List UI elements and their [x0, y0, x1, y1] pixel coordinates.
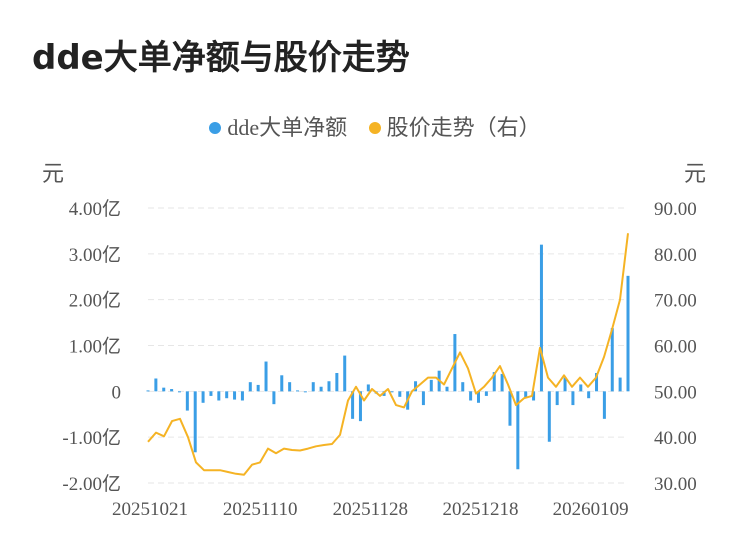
x-axis-tick-label: 20251128 [333, 499, 408, 520]
chart-title: dde大单净额与股价走势 [32, 38, 410, 78]
bar [225, 391, 229, 399]
bar [366, 384, 370, 392]
bar [146, 390, 150, 392]
bar [429, 379, 433, 392]
bar [610, 328, 614, 392]
bar [335, 373, 339, 392]
bar [618, 377, 622, 392]
bar [193, 391, 197, 453]
bar [524, 391, 528, 399]
bar [351, 391, 355, 419]
legend: dde大单净额 股价走势（右） [0, 110, 750, 142]
bar [461, 382, 465, 392]
bar [240, 391, 244, 401]
bar [343, 355, 347, 392]
right-axis-unit: 元 [684, 161, 707, 186]
legend-bar-marker [209, 121, 222, 134]
bar [303, 391, 307, 393]
bar [421, 391, 425, 406]
bar [500, 373, 504, 392]
bar [209, 391, 213, 396]
right-axis-tick-label: 70.00 [654, 291, 697, 312]
left-axis-ticks: -2.00亿 -1.00亿 0 1.00亿 2.00亿 3.00亿 4.00亿 [62, 198, 121, 495]
right-axis-tick-label: 90.00 [654, 199, 697, 220]
bar [532, 391, 536, 401]
bar [595, 373, 599, 392]
bar [201, 391, 205, 403]
bar [547, 391, 551, 442]
bar [626, 275, 630, 392]
bar [602, 391, 606, 419]
left-axis-tick-label: -1.00亿 [62, 427, 121, 449]
price-line [147, 233, 629, 476]
bar [177, 391, 181, 393]
right-axis-tick-label: 40.00 [654, 428, 697, 449]
grid-lines [148, 207, 628, 484]
left-axis-tick-label: 4.00亿 [69, 198, 121, 220]
bar [272, 391, 276, 405]
x-axis-ticks: 20251021 20251110 20251128 20251218 20260109 [112, 499, 629, 520]
bar [154, 378, 158, 392]
legend-line-label: 股价走势（右） [386, 115, 541, 140]
x-axis-tick-label: 20251110 [223, 499, 298, 520]
legend-item-bar[interactable]: dde大单净额 [209, 110, 347, 142]
bar [311, 382, 315, 392]
right-axis-tick-label: 60.00 [654, 337, 697, 358]
right-axis-tick-label: 30.00 [654, 474, 697, 495]
left-axis-tick-label: 2.00亿 [69, 290, 121, 312]
bar [492, 372, 496, 392]
bar [508, 391, 512, 426]
bar [563, 377, 567, 392]
bar [170, 389, 174, 392]
bar [390, 391, 394, 393]
bar [185, 391, 189, 411]
legend-item-line[interactable]: 股价走势（右） [368, 110, 541, 142]
left-axis-unit: 元 [42, 161, 65, 186]
legend-line-marker [368, 121, 381, 134]
left-axis-tick-label: 3.00亿 [69, 244, 121, 266]
x-axis-tick-label: 20251021 [112, 499, 188, 520]
bar [296, 390, 300, 392]
bar [264, 361, 268, 392]
bar [327, 381, 331, 392]
bar [248, 382, 252, 392]
bar [288, 382, 292, 392]
bar [162, 387, 166, 392]
left-axis-tick-label: -2.00亿 [62, 473, 121, 495]
bar [539, 244, 543, 392]
bar [256, 384, 260, 392]
bar [579, 384, 583, 392]
bar [587, 391, 591, 399]
left-axis-tick-label: 0 [112, 382, 122, 403]
bar [280, 375, 284, 392]
bar [233, 391, 237, 400]
bar [217, 391, 221, 401]
right-axis-tick-label: 80.00 [654, 245, 697, 266]
bar [319, 386, 323, 392]
legend-bar-label: dde大单净额 [227, 115, 348, 140]
x-axis-tick-label: 20260109 [553, 499, 629, 520]
right-axis-tick-label: 50.00 [654, 382, 697, 403]
bar [484, 391, 488, 396]
bar [476, 391, 480, 403]
bar-series [146, 244, 630, 470]
bar [516, 391, 520, 470]
right-axis-ticks: 30.00 40.00 50.00 60.00 70.00 80.00 90.00 [654, 199, 697, 495]
line-series [147, 233, 629, 476]
bar [555, 391, 559, 406]
bar [358, 391, 362, 422]
x-axis-tick-label: 20251218 [442, 499, 518, 520]
bar [571, 391, 575, 406]
bar [398, 391, 402, 397]
bar [414, 381, 418, 392]
left-axis-tick-label: 1.00亿 [69, 336, 121, 358]
bar [445, 386, 449, 392]
bar [469, 391, 473, 401]
